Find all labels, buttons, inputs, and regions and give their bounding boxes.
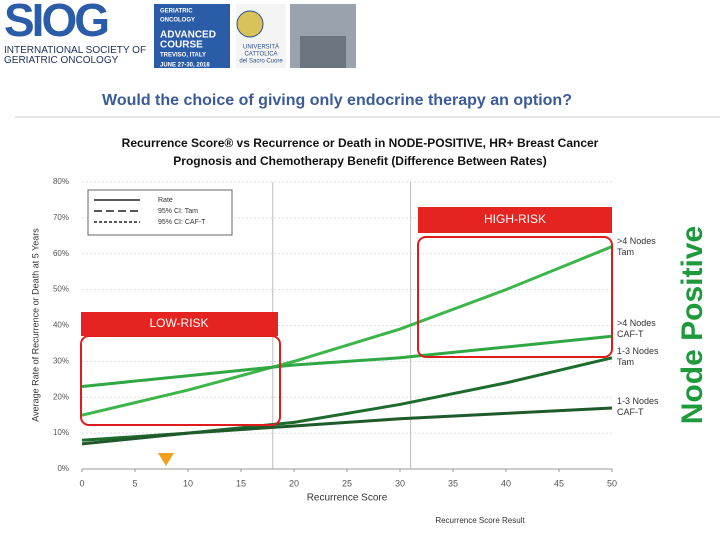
- y-tick-label: 0%: [57, 464, 69, 473]
- y-tick-label: 80%: [53, 177, 69, 186]
- x-tick-label: 45: [554, 478, 564, 488]
- y-axis-label: Average Rate of Recurrence or Death at 5…: [30, 228, 40, 422]
- y-tick-label: 50%: [53, 285, 69, 294]
- legend-label: 95% CI: Tam: [158, 208, 198, 215]
- course-text: ONCOLOGY: [160, 18, 195, 24]
- x-tick-label: 5: [132, 478, 137, 488]
- annotation: LOW-RISK: [149, 316, 208, 330]
- series-label: >4 Nodes Tam: [617, 236, 656, 257]
- x-tick-label: 30: [395, 478, 405, 488]
- low-risk-tag: [81, 312, 278, 336]
- series-line: [81, 334, 613, 388]
- high-risk-tag: [418, 207, 612, 233]
- series-line: [81, 245, 613, 417]
- course-text: ADVANCED: [160, 30, 216, 41]
- chart-subtitle: Prognosis and Chemotherapy Benefit (Diff…: [173, 154, 546, 168]
- x-tick-label: 25: [342, 478, 352, 488]
- high-risk-box: [417, 236, 613, 358]
- y-tick-label: 10%: [53, 428, 69, 437]
- university-text: CATTOLICA: [244, 52, 277, 58]
- course-text: TREVISO, ITALY: [160, 53, 206, 59]
- university-text: UNIVERSITÀ: [243, 44, 279, 51]
- course-text: COURSE: [160, 40, 203, 51]
- y-tick-label: 60%: [53, 249, 69, 258]
- annotation: HIGH-RISK: [484, 212, 546, 226]
- side-label: Node Positive: [676, 226, 709, 424]
- y-tick-label: 40%: [53, 321, 69, 330]
- series-label: 1-3 Nodes CAF-T: [617, 396, 659, 417]
- legend-label: 95% CI: CAF-T: [158, 219, 206, 226]
- society-box: INTERNATIONAL SOCIETY OF GERIATRIC ONCOL…: [4, 46, 147, 66]
- x-tick-label: 40: [501, 478, 511, 488]
- marker: [158, 453, 174, 466]
- photo-detail: [300, 36, 346, 68]
- course-text: JUNE 27-30, 2018: [160, 63, 210, 69]
- course-box: [154, 4, 230, 68]
- series-label: 1-3 Nodes Tam: [617, 346, 659, 367]
- university-text: del Sacro Cuore: [239, 59, 283, 65]
- series-line: [81, 406, 613, 446]
- footer: Recurrence Score Result: [435, 516, 525, 525]
- society: INTERNATIONAL SOCIETY OF GERIATRIC ONCOL…: [4, 46, 147, 66]
- university-crest: [236, 10, 264, 38]
- chart-title: Recurrence Score® vs Recurrence or Death…: [122, 136, 599, 150]
- y-tick-label: 70%: [53, 213, 69, 222]
- x-axis-label: Recurrence Score: [307, 493, 388, 504]
- y-tick-label: 30%: [53, 356, 69, 365]
- y-tick-label: 20%: [53, 392, 69, 401]
- x-tick-label: 10: [183, 478, 193, 488]
- x-tick-label: 35: [448, 478, 458, 488]
- course-text: GERIATRIC: [160, 9, 193, 15]
- legend-box: [87, 189, 233, 236]
- x-tick-label: 15: [236, 478, 246, 488]
- x-tick-label: 0: [79, 478, 84, 488]
- x-tick-label: 20: [289, 478, 299, 488]
- x-tick-label: 50: [607, 478, 617, 488]
- legend-label: Rate: [158, 197, 173, 204]
- slide-title: Would the choice of giving only endocrin…: [102, 92, 572, 109]
- logo: SIOG: [4, 0, 107, 46]
- series-label: >4 Nodes CAF-T: [617, 318, 656, 339]
